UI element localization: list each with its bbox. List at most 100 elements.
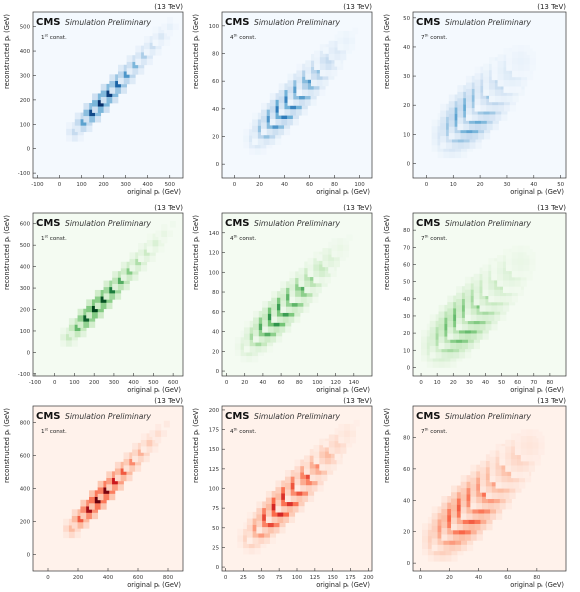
heatmap-bin bbox=[441, 496, 448, 503]
y-axis-label: reconstructed pₜ (GeV) bbox=[383, 408, 391, 483]
heatmap-bin bbox=[529, 64, 536, 71]
energy-label: (13 TeV) bbox=[537, 204, 566, 212]
heatmap-bin bbox=[120, 87, 127, 94]
heatmap-bin bbox=[106, 96, 113, 104]
y-tick-label: 0 bbox=[407, 561, 411, 567]
heatmap-bin bbox=[257, 119, 264, 126]
heatmap-bin bbox=[289, 296, 296, 304]
heatmap-bin bbox=[86, 512, 93, 520]
heatmap-bin bbox=[509, 486, 516, 493]
heatmap-bin bbox=[500, 95, 507, 103]
x-tick-label: 0 bbox=[225, 380, 229, 386]
heatmap-bin bbox=[493, 502, 501, 510]
x-tick-label: -100 bbox=[31, 182, 44, 188]
heatmap-bin bbox=[311, 73, 318, 80]
heatmap-bin bbox=[344, 423, 351, 431]
heatmap-bin bbox=[300, 459, 307, 467]
heatmap-bin bbox=[252, 524, 259, 532]
constituent-ordinal: st bbox=[45, 234, 49, 239]
heatmap-bin bbox=[86, 311, 93, 319]
heatmap-bin bbox=[252, 138, 259, 145]
heatmap-bin bbox=[261, 345, 268, 353]
heatmap-bin bbox=[464, 534, 472, 541]
heatmap-bin bbox=[427, 548, 435, 556]
heatmap-bin bbox=[321, 280, 328, 287]
heatmap-bin bbox=[292, 118, 299, 126]
heatmap-bin bbox=[506, 57, 513, 65]
heatmap-bin bbox=[83, 321, 90, 328]
heatmap-bin bbox=[115, 87, 122, 94]
heatmap-bin bbox=[240, 330, 247, 338]
heatmap-bin bbox=[253, 317, 260, 324]
heatmap-bin bbox=[103, 293, 110, 300]
heatmap-bin bbox=[89, 503, 96, 510]
x-tick-label: 50 bbox=[258, 575, 265, 581]
heatmap-bin bbox=[306, 296, 313, 304]
heatmap-bin bbox=[480, 523, 487, 531]
heatmap-bin bbox=[517, 51, 525, 59]
heatmap-bin bbox=[316, 79, 323, 87]
heatmap-bin bbox=[249, 320, 256, 328]
heatmap-bin bbox=[103, 286, 110, 294]
heatmap-bin bbox=[456, 485, 464, 493]
heatmap-bin bbox=[480, 466, 487, 474]
heatmap-bin bbox=[262, 520, 269, 528]
heatmap-bin bbox=[264, 537, 271, 544]
heatmap-bin bbox=[480, 517, 487, 524]
heatmap-bin bbox=[304, 280, 311, 287]
y-tick-label: 0 bbox=[27, 350, 31, 356]
heatmap-bin bbox=[120, 274, 127, 281]
heatmap-bin bbox=[313, 251, 320, 259]
heatmap-bin bbox=[517, 70, 525, 78]
heatmap-bin bbox=[325, 451, 332, 458]
heatmap-bin bbox=[486, 523, 493, 531]
heatmap-bin bbox=[517, 245, 524, 253]
heatmap-bin bbox=[66, 128, 73, 136]
heatmap-bin bbox=[112, 283, 119, 291]
heatmap-bin bbox=[279, 526, 286, 534]
heatmap-bin bbox=[262, 319, 269, 327]
x-tick-label: 60 bbox=[504, 575, 511, 581]
heatmap-bin bbox=[505, 465, 512, 472]
heatmap-bin bbox=[488, 283, 495, 290]
heatmap-bin bbox=[495, 469, 502, 476]
heatmap-bin bbox=[286, 293, 293, 301]
heatmap-bin bbox=[489, 89, 496, 96]
heatmap-bin bbox=[482, 314, 489, 322]
heatmap-bin bbox=[522, 465, 530, 472]
heatmap-bin bbox=[83, 115, 90, 123]
heatmap-bin bbox=[306, 478, 313, 486]
heatmap-bin bbox=[89, 115, 96, 123]
heatmap-bin bbox=[166, 16, 174, 24]
heatmap-bin bbox=[275, 118, 282, 126]
y-axis-label: reconstructed pₜ (GeV) bbox=[383, 14, 391, 89]
heatmap-bin bbox=[478, 506, 485, 514]
heatmap-bin bbox=[505, 264, 513, 272]
heatmap-bin bbox=[470, 477, 477, 485]
heatmap-bin bbox=[114, 474, 121, 482]
heatmap-bin bbox=[337, 244, 344, 252]
heatmap-bin bbox=[68, 318, 75, 325]
x-tick-label: 200 bbox=[363, 575, 374, 581]
heatmap-bin bbox=[483, 69, 490, 77]
heatmap-bins bbox=[63, 420, 170, 539]
heatmap-bin bbox=[279, 319, 286, 327]
heatmap-bin bbox=[328, 440, 335, 448]
heatmap-bin bbox=[448, 126, 455, 134]
heatmap-bin bbox=[440, 116, 447, 124]
heatmap-bin bbox=[284, 495, 292, 503]
x-tick-label: 0 bbox=[58, 182, 62, 188]
heatmap-bin bbox=[338, 436, 345, 444]
heatmap-bin bbox=[538, 448, 545, 456]
heatmap-bin bbox=[297, 300, 304, 307]
heatmap-bin bbox=[478, 513, 485, 520]
heatmap-bin bbox=[80, 506, 87, 513]
heatmap-bin bbox=[343, 250, 350, 258]
heatmap-bin bbox=[503, 73, 510, 81]
heatmap-bin bbox=[313, 451, 320, 458]
heatmap-bin bbox=[275, 493, 282, 500]
heatmap-bin bbox=[497, 261, 504, 268]
heatmap-bin bbox=[60, 333, 67, 341]
heatmap-bin bbox=[441, 502, 448, 509]
heatmap-bin bbox=[456, 311, 463, 318]
